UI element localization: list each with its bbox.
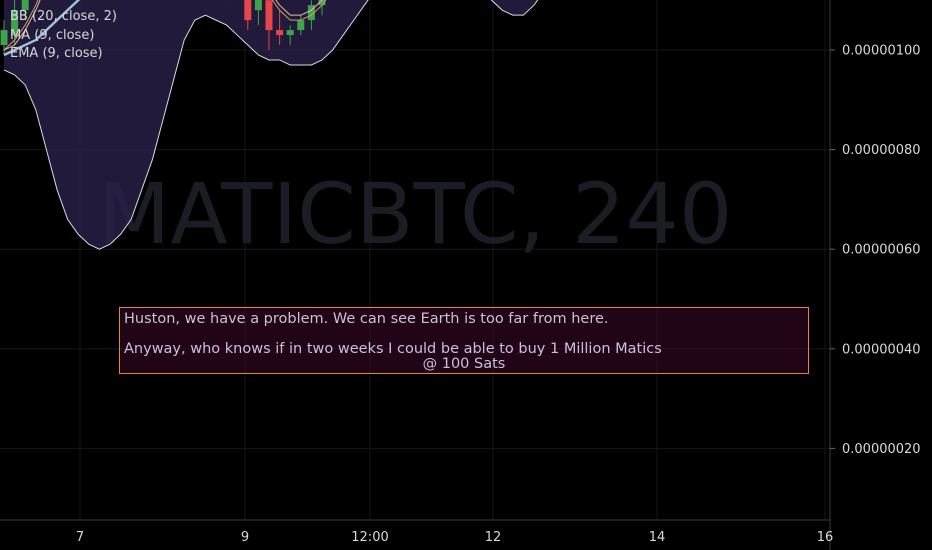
legend-item-ema[interactable]: EMA (9, close) xyxy=(10,46,103,61)
legend-item-bb[interactable]: BB (20, close, 2) xyxy=(10,9,117,24)
y-tick-label: 0.00000100 xyxy=(842,44,921,59)
bollinger-lower-line xyxy=(3,0,539,250)
time-axis: 7 9 12:00 12 14 16 xyxy=(0,519,834,545)
bollinger-fill xyxy=(4,0,538,250)
candle xyxy=(254,0,262,26)
candle-body xyxy=(254,0,262,11)
y-tick-label: 0.00000080 xyxy=(842,143,921,158)
candle xyxy=(297,15,305,36)
candle-body xyxy=(265,0,273,31)
x-tick-label: 7 xyxy=(76,530,84,545)
watermark-text: MATICBTC, 240 xyxy=(98,165,733,263)
y-tick-label: 0.00000060 xyxy=(842,243,921,258)
x-tick-label: 14 xyxy=(649,530,666,545)
price-axis: 0.00000020 0.00000040 0.00000060 0.00000080… xyxy=(829,0,921,550)
annotation-line-3: @ 100 Sats xyxy=(422,356,506,372)
candle xyxy=(244,0,252,31)
candle xyxy=(0,20,8,55)
x-tick-label: 9 xyxy=(241,530,249,545)
candle xyxy=(265,0,273,50)
candle xyxy=(11,0,19,46)
candles xyxy=(0,0,326,55)
annotation-line-2: Anyway, who knows if in two weeks I coul… xyxy=(124,341,662,357)
candle-body xyxy=(21,0,29,11)
candle-body xyxy=(276,30,284,36)
legend-item-ma[interactable]: MA (9, close) xyxy=(10,27,95,43)
candle-body xyxy=(0,30,8,46)
candle-body xyxy=(286,30,294,36)
annotation-line-1: Huston, we have a problem. We can see Ea… xyxy=(124,311,609,327)
x-tick-label: 12:00 xyxy=(351,530,388,545)
candle-body xyxy=(307,5,315,21)
candle-body xyxy=(297,20,305,31)
candle xyxy=(276,10,284,46)
candle-body xyxy=(318,0,326,6)
x-tick-label: 12 xyxy=(485,530,502,545)
annotation-callout[interactable]: Huston, we have a problem. We can see Ea… xyxy=(119,307,809,374)
indicator-lines xyxy=(3,0,539,250)
candle-body xyxy=(244,0,252,21)
y-tick-label: 0.00000020 xyxy=(842,442,921,457)
candle-body xyxy=(11,10,19,36)
x-tick-label: 16 xyxy=(817,530,834,545)
indicator-legend: BB (20, close, 2) MA (9, close) EMA (9, … xyxy=(10,8,117,64)
candle xyxy=(21,0,29,21)
bollinger-bands xyxy=(4,0,538,250)
y-tick-label: 0.00000040 xyxy=(842,342,921,357)
candle xyxy=(286,25,294,46)
